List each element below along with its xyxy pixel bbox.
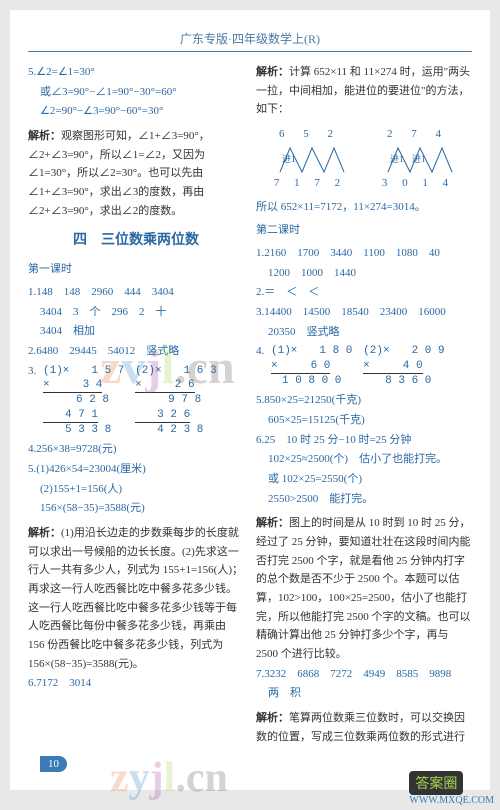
mxqe-url: WWW.MXQE.COM bbox=[409, 795, 494, 806]
line: ∠2=90°−∠3=90°−60°=30° bbox=[28, 102, 244, 121]
svg-text:进1: 进1 bbox=[390, 154, 404, 164]
vertical-calc: (2)× 2 0 9 × 4 0 8 3 6 0 bbox=[363, 344, 444, 388]
zigzag-icon: 进1 进1 bbox=[378, 144, 458, 174]
line: 2.6480 29445 54012 竖式略 bbox=[28, 342, 244, 361]
line: 6.25 10 时 25 分−10 时=25 分钟 bbox=[256, 431, 472, 450]
page-header: 广东专版·四年级数学上(R) bbox=[28, 30, 472, 47]
diag-bot: 7 1 7 2 bbox=[270, 174, 350, 193]
line: 2.＝ ＜ ＜ bbox=[256, 283, 472, 302]
corner-watermark: 答案圈 WWW.MXQE.COM bbox=[409, 771, 494, 806]
line: 2550>2500 能打完。 bbox=[268, 490, 472, 509]
line: 5.(1)426×54=23004(厘米) bbox=[28, 460, 244, 479]
diagram-item: 2 7 4 进1 进1 3 0 1 4 bbox=[378, 125, 458, 192]
carry-diagram: 6 5 2 进1 7 1 7 2 2 7 4 进1 进1 3 0 1 4 bbox=[256, 125, 472, 192]
analysis: 解析：计算 652×11 和 11×274 时，运用"两头一拉，中间相加，能进位… bbox=[256, 63, 472, 119]
line: 4.256×38=9728(元) bbox=[28, 440, 244, 459]
line: 或 102×25=2550(个) bbox=[268, 470, 472, 489]
line: 5.850×25=21250(千克) bbox=[256, 391, 472, 410]
line: 7.3232 6868 7272 4949 8585 9898 bbox=[256, 665, 472, 684]
line: 102×25≈2500(个) 估小了也能打完。 bbox=[268, 450, 472, 469]
svg-text:进1: 进1 bbox=[412, 154, 426, 164]
line: 20350 竖式略 bbox=[268, 323, 472, 342]
zigzag-icon: 进1 bbox=[270, 144, 350, 174]
line: (2)155+1=156(人) bbox=[40, 480, 244, 499]
calc-row: 3. (1)× 1 5 7 × 3 4 6 2 8 4 7 1 5 3 3 8 … bbox=[28, 362, 244, 439]
header-divider bbox=[28, 51, 472, 52]
line: 所以 652×11=7172，11×274=3014。 bbox=[256, 198, 472, 217]
line: 或∠3=90°−∠1=90°−30°=60° bbox=[28, 83, 244, 102]
analysis: 解析：图上的时间是从 10 时到 10 时 25 分，经过了 25 分钟，要知道… bbox=[256, 514, 472, 664]
line: 6.7172 3014 bbox=[28, 674, 244, 693]
content-columns: 5.∠2=∠1=30° 或∠3=90°−∠1=90°−30°=60° ∠2=90… bbox=[28, 62, 472, 748]
analysis: 解析：(1)用沿长边走的步数乘每步的长度就可以求出一号候船的边长长度。(2)先求… bbox=[28, 524, 244, 674]
label: 4. bbox=[256, 345, 264, 357]
lesson-label: 第一课时 bbox=[28, 260, 244, 279]
line: 两 积 bbox=[268, 684, 472, 703]
daanq-badge: 答案圈 bbox=[409, 771, 463, 795]
line: 3.14400 14500 18540 23400 16000 bbox=[256, 303, 472, 322]
line: 605×25=15125(千克) bbox=[268, 411, 472, 430]
right-column: 解析：计算 652×11 和 11×274 时，运用"两头一拉，中间相加，能进位… bbox=[256, 62, 472, 748]
diag-top: 2 7 4 bbox=[378, 125, 458, 144]
line: 3404 3 个 296 2 十 bbox=[40, 303, 244, 322]
vertical-calc: (1)× 1 8 0 × 6 0 1 0 8 0 0 bbox=[271, 344, 352, 388]
vertical-calc: (2)× 1 6 3 × 2 6 9 7 8 3 2 6 4 2 3 8 bbox=[135, 364, 216, 437]
analysis: 解析：笔算两位数乘三位数时，可以交换因数的位置，写成三位数乘两位数的形式进行 bbox=[256, 709, 472, 746]
page: 广东专版·四年级数学上(R) 5.∠2=∠1=30° 或∠3=90°−∠1=90… bbox=[10, 10, 490, 790]
left-column: 5.∠2=∠1=30° 或∠3=90°−∠1=90°−30°=60° ∠2=90… bbox=[28, 62, 244, 748]
lesson-label: 第二课时 bbox=[256, 221, 472, 240]
line: 5.∠2=∠1=30° bbox=[28, 63, 244, 82]
line: 1.148 148 2960 444 3404 bbox=[28, 283, 244, 302]
label: 3. bbox=[28, 365, 36, 377]
calc-row: 4. (1)× 1 8 0 × 6 0 1 0 8 0 0 (2)× 2 0 9… bbox=[256, 342, 472, 390]
diag-top: 6 5 2 bbox=[270, 125, 350, 144]
line: 3404 相加 bbox=[40, 322, 244, 341]
page-number: 10 bbox=[40, 756, 67, 772]
vertical-calc: (1)× 1 5 7 × 3 4 6 2 8 4 7 1 5 3 3 8 bbox=[43, 364, 124, 437]
line: 1.2160 1700 3440 1100 1080 40 bbox=[256, 244, 472, 263]
diagram-item: 6 5 2 进1 7 1 7 2 bbox=[270, 125, 350, 192]
analysis: 解析：观察图形可知，∠1+∠3=90°，∠2+∠3=90°，所以∠1=∠2，又因… bbox=[28, 127, 244, 220]
line: 156×(58−35)=3588(元) bbox=[40, 499, 244, 518]
section-title: 四 三位数乘两位数 bbox=[28, 229, 244, 253]
svg-text:进1: 进1 bbox=[282, 154, 296, 164]
line: 1200 1000 1440 bbox=[268, 264, 472, 283]
diag-bot: 3 0 1 4 bbox=[378, 174, 458, 193]
